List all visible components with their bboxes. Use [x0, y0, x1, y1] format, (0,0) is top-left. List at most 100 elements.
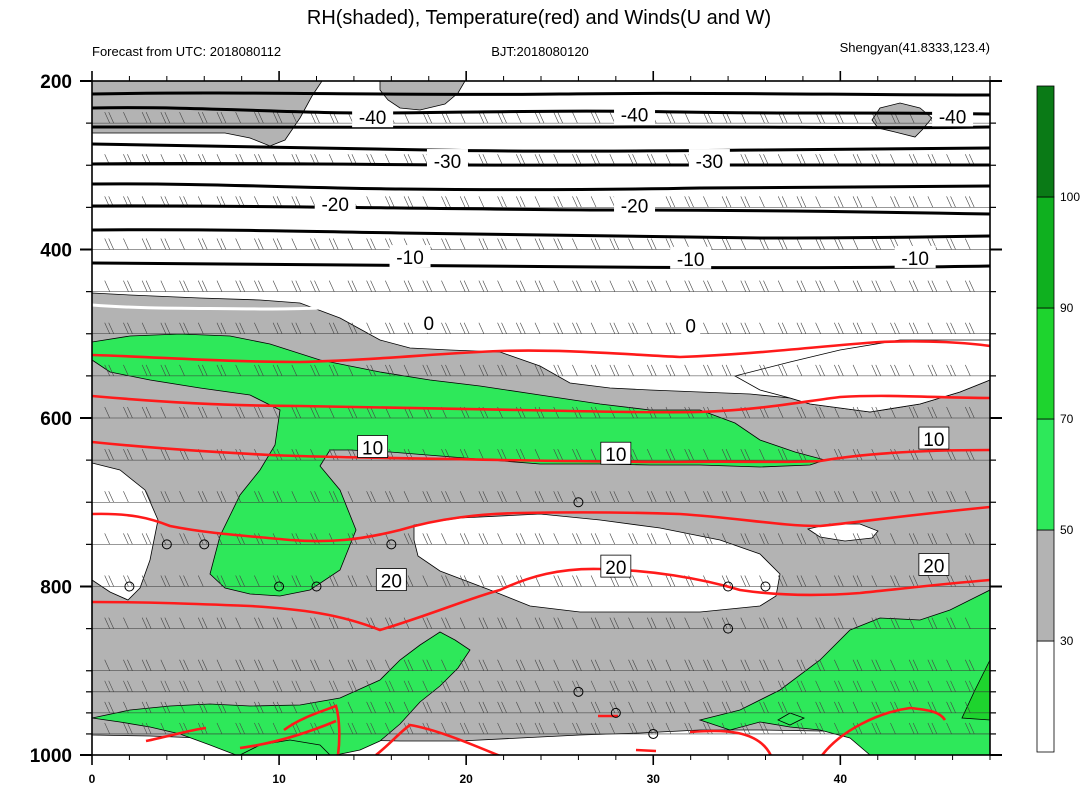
wind-barb: [272, 112, 279, 124]
wind-barb: [235, 701, 241, 713]
wind-barb: [912, 154, 919, 166]
wind-barb: [534, 406, 541, 419]
wind-barb: [520, 533, 526, 545]
isotherm-minus-30: [92, 142, 990, 153]
wind-barb: [646, 617, 653, 629]
wind-barb: [594, 238, 601, 250]
wind-barb: [370, 659, 376, 671]
colorbar-label: 30: [1060, 634, 1074, 648]
wind-barb: [931, 701, 938, 713]
colorbar-segment: [1036, 529, 1055, 642]
wind-barb: [646, 680, 653, 692]
wind-barb: [385, 238, 391, 250]
wind-barb: [721, 406, 728, 419]
wind-barb: [646, 701, 653, 713]
wind-barb: [912, 280, 919, 292]
wind-barb: [183, 680, 189, 692]
wind-barb: [123, 238, 129, 250]
wind-barb: [721, 533, 728, 545]
x-tick-label: 10: [272, 772, 286, 786]
wind-barb: [216, 491, 223, 503]
wind-barb: [220, 112, 227, 124]
wind-barb: [759, 280, 765, 292]
wind-barb: [332, 364, 339, 376]
colorbar-label: 100: [1060, 190, 1080, 204]
isotherm-warm-bottom-b: [239, 719, 337, 750]
isotherm-label-text: -30: [696, 152, 723, 173]
wind-barb: [310, 617, 316, 629]
wind-barb: [890, 280, 896, 292]
rh-green-lower-right: [698, 589, 990, 755]
wind-barb: [197, 406, 204, 419]
wind-barb: [220, 680, 227, 692]
wind-barb: [819, 701, 825, 713]
wind-barb: [385, 280, 391, 292]
wind-barb: [890, 406, 896, 419]
wind-barb: [707, 112, 713, 124]
wind-barb: [310, 364, 316, 376]
wind-barb: [220, 575, 227, 587]
rh-very-humid-patch: [961, 659, 990, 721]
wind-barb: [740, 154, 747, 166]
wind-barb: [520, 680, 526, 692]
wind-barb: [291, 238, 298, 250]
isotherm-label-box: [314, 192, 356, 215]
wind-barb: [590, 491, 597, 503]
wind-barb: [314, 406, 320, 419]
wind-barb: [969, 196, 975, 208]
wind-barb: [497, 364, 503, 376]
wind-barb: [104, 533, 110, 545]
wind-barb: [965, 238, 971, 250]
wind-barb: [366, 491, 372, 503]
wind-barb: [254, 659, 260, 671]
wind-barb: [931, 533, 938, 545]
wind-barb: [969, 280, 975, 292]
wind-barb: [478, 196, 485, 208]
wind-barb: [538, 491, 545, 503]
wind-barb: [781, 364, 788, 376]
wind-barb: [254, 680, 260, 692]
calm-marker: [161, 539, 172, 550]
wind-barb: [744, 659, 751, 671]
wind-barb: [763, 364, 769, 376]
wind-barb: [969, 722, 975, 735]
wind-barb: [946, 364, 952, 376]
wind-barb: [538, 533, 545, 545]
wind-barb: [908, 617, 915, 629]
wind-barb: [950, 196, 956, 208]
wind-barb: [216, 322, 223, 334]
wind-barb: [370, 364, 376, 376]
y-tick-label: 1000: [30, 746, 72, 767]
wind-barb: [800, 196, 807, 208]
wind-barb: [931, 154, 938, 166]
isotherm-warm-bottom-c: [283, 704, 341, 755]
wind-barb: [201, 364, 208, 376]
wind-barb: [482, 364, 489, 376]
wind-barb: [632, 680, 638, 692]
wind-barb: [684, 491, 690, 503]
wind-barb: [160, 680, 167, 692]
isotherm-label: -10: [894, 245, 936, 270]
wind-barb: [160, 364, 167, 376]
wind-barb: [763, 659, 769, 671]
wind-barb: [781, 680, 788, 692]
isotherm-label-text: 0: [423, 314, 434, 335]
wind-barb: [183, 575, 189, 587]
wind-barb: [572, 533, 578, 545]
wind-barb: [235, 491, 241, 503]
wind-barb: [632, 322, 638, 334]
wind-barb: [254, 701, 260, 713]
isotherm-25: [92, 567, 990, 632]
wind-barb: [703, 364, 709, 376]
wind-barb: [516, 491, 522, 503]
wind-barb: [684, 449, 690, 461]
wind-barb: [800, 575, 807, 587]
wind-barb: [632, 280, 638, 292]
wind-barb: [347, 491, 354, 503]
wind-barb: [291, 280, 298, 292]
colorbar-label: 90: [1060, 301, 1074, 315]
isotherm-label: -40: [932, 104, 974, 128]
wind-barb: [197, 322, 204, 334]
calm-marker: [311, 581, 322, 592]
wind-barb: [665, 196, 672, 208]
